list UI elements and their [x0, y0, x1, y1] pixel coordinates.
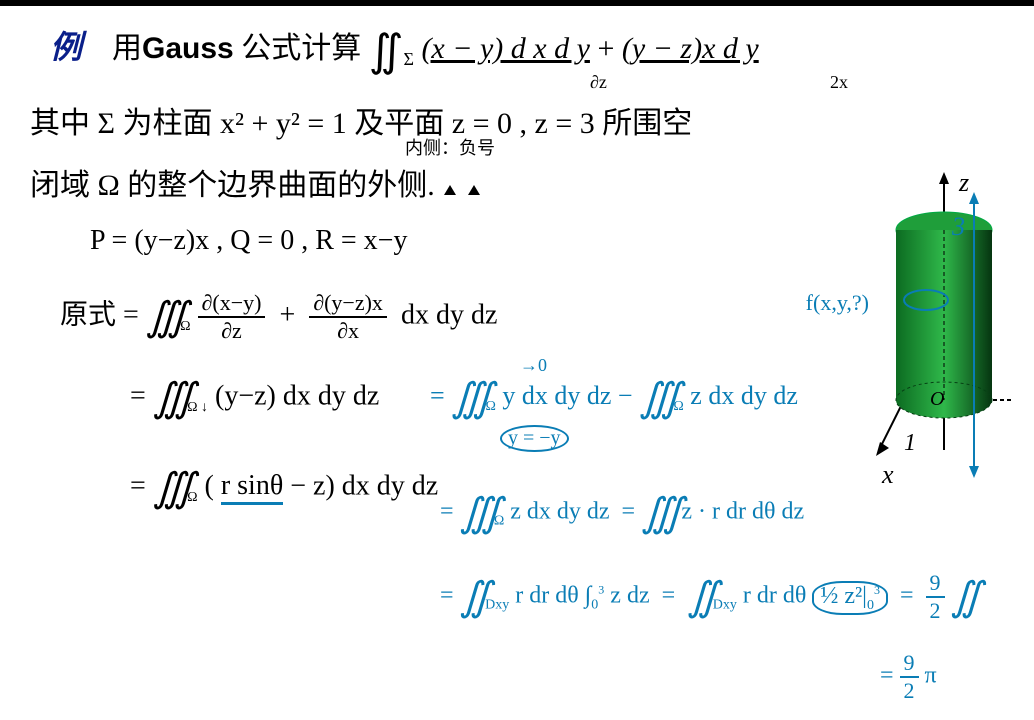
cylinder-diagram: z 3 O 1 x: [834, 170, 1014, 530]
iiint-4: ∭: [639, 380, 673, 416]
iiint-7: ∭: [641, 495, 675, 531]
step3b: = ∭Ω z dx dy dz = ∭ z · r dr dθ dz: [440, 495, 804, 531]
symmetry-note: y = −y: [500, 425, 569, 452]
iiint-6: ∭: [460, 495, 494, 531]
step2b: = ∭Ω y dx dy dz − ∭Ω z dx dy dz: [430, 380, 798, 416]
window-topbar: [0, 0, 1034, 6]
z-axis-label: z: [959, 168, 969, 198]
orig-label: 原式 =: [60, 299, 139, 330]
line3-text: 闭域 Ω 的整个边界曲面的外侧.: [30, 169, 435, 202]
text-yong: 用: [112, 32, 142, 65]
step3: = ∭Ω ( r sinθ − z) dx dy dz: [130, 470, 438, 506]
iiint-3: ∭: [451, 380, 485, 416]
three-label: 3: [952, 212, 965, 242]
sigma2: Σ: [98, 107, 115, 140]
term1: (x − y) d x d y: [421, 32, 590, 65]
iint-1: ∬: [460, 579, 486, 615]
step5: = 92 π: [880, 650, 937, 704]
sym-circle: y = −y: [500, 425, 569, 452]
orig-eq: 原式 = ∭Ω ∂(x−y)∂z + ∂(y−z)x∂x dx dy dz: [60, 290, 497, 344]
triangle-icon-2: [468, 185, 480, 195]
fxy-label: f(x,y,?): [806, 290, 869, 316]
step4: = ∬Dxy r dr dθ ∫03 z dz = ∬Dxy r dr dθ ½…: [440, 570, 976, 624]
cylinder-svg: [834, 170, 1014, 530]
pre: 其中: [30, 107, 90, 140]
problem-line-1: 例 用Gauss 公式计算 ∬Σ (x − y) d x d y + (y − …: [50, 22, 759, 77]
term2: (y − z)x d y: [622, 32, 759, 65]
text-gongshi: 公式计算: [241, 32, 361, 65]
frac2: ∂(y−z)x∂x: [309, 290, 387, 344]
gauss-word: Gauss: [142, 32, 234, 65]
surface-integral-symbol: ∬: [369, 27, 404, 76]
iint-2: ∬: [687, 579, 713, 615]
annotation-dz: ∂z: [590, 72, 607, 93]
iiint-5: ∭: [153, 470, 187, 506]
frac1: ∂(x−y)∂z: [198, 290, 266, 344]
step2: = ∭Ω ↓ (y−z) dx dy dz: [130, 380, 379, 416]
annotation-2x: 2x: [830, 72, 848, 93]
triple-integral-1: ∭: [146, 299, 180, 335]
dxdydz: dx dy dz: [401, 299, 497, 330]
origin-label: O: [930, 388, 944, 411]
inner-side-note: 内侧：负号: [405, 134, 495, 160]
problem-line-3: 闭域 Ω 的整个边界曲面的外侧.: [30, 160, 482, 204]
triangle-icon: [444, 185, 456, 195]
pqr-line: P = (y−z)x , Q = 0 , R = x−y: [90, 225, 407, 257]
iint-3: ∬: [951, 579, 977, 615]
zero-note: →0: [520, 355, 547, 376]
sigma-sub: Σ: [403, 49, 413, 69]
example-label: 例: [50, 29, 82, 65]
plus: +: [597, 32, 614, 65]
one-label: 1: [904, 430, 916, 457]
problem-line-2: 其中 Σ 为柱面 x² + y² = 1 及平面 z = 0 , z = 3 所…: [30, 98, 692, 142]
iiint-2: ∭: [153, 380, 187, 416]
x-axis-label: x: [882, 460, 894, 490]
